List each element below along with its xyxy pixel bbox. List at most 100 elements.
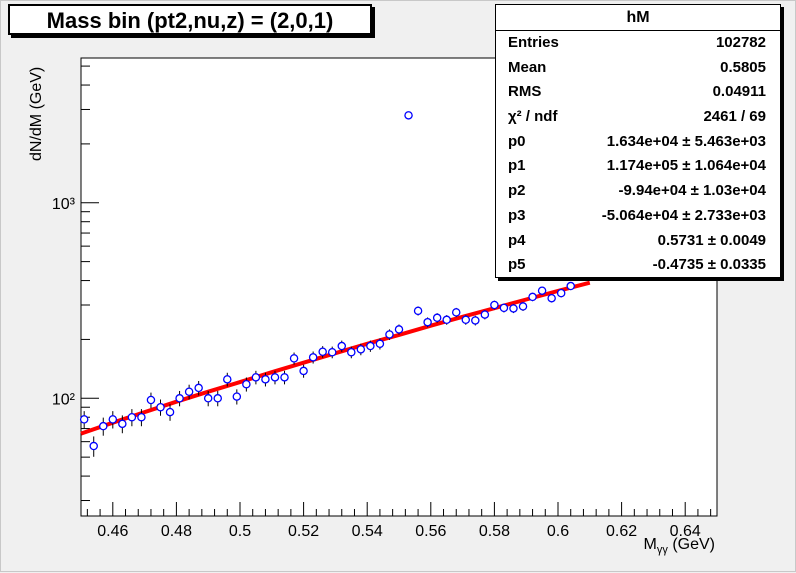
data-point: [194, 383, 203, 393]
data-point: [518, 302, 528, 311]
data-point: [203, 394, 213, 403]
title-box: Mass bin (pt2,nu,z) = (2,0,1): [8, 4, 372, 35]
stats-row: p0 1.634e+04 ± 5.463e+03: [496, 130, 780, 155]
x-tick-label: 0.54: [352, 523, 383, 540]
data-point: [175, 394, 184, 403]
data-point: [327, 347, 337, 357]
stats-value: 0.04911: [712, 83, 766, 101]
stats-key: p2: [508, 182, 526, 200]
data-point: [223, 375, 232, 384]
x-axis-label-unit: (GeV): [672, 536, 715, 553]
stats-key: p3: [508, 206, 526, 224]
stats-key: χ² / ndf: [508, 108, 558, 126]
stats-key: Mean: [508, 58, 547, 76]
stats-box: hM Entries 102782 Mean 0.5805 RMS 0.04911 χ² /…: [495, 4, 781, 278]
stats-key: p0: [508, 132, 526, 150]
data-point: [480, 310, 490, 319]
plot-title: Mass bin (pt2,nu,z) = (2,0,1): [46, 8, 334, 33]
data-point: [451, 308, 461, 317]
stats-value: 0.5805: [720, 58, 766, 76]
stats-key: p1: [508, 157, 526, 175]
stats-key: p5: [508, 256, 526, 274]
data-point: [356, 345, 366, 354]
stats-row: Mean 0.5805: [496, 56, 780, 81]
data-point: [509, 304, 518, 313]
stats-row: Entries 102782: [496, 31, 780, 56]
y-tick-label: 10²: [52, 391, 76, 408]
data-point: [156, 402, 165, 412]
stats-row: χ² / ndf 2461 / 69: [496, 105, 780, 130]
data-point: [137, 412, 146, 422]
data-point: [566, 281, 575, 291]
x-tick-label: 0.46: [97, 523, 128, 540]
data-point: [461, 315, 471, 325]
x-tick-label: 0.6: [547, 523, 569, 540]
x-axis-label-main: M: [643, 536, 657, 553]
data-point: [127, 412, 137, 422]
stats-value: -9.94e+04 ± 1.03e+04: [618, 182, 766, 200]
data-point: [213, 394, 222, 403]
data-point: [89, 441, 98, 451]
stats-rows: Entries 102782 Mean 0.5805 RMS 0.04911 χ² / nd…: [496, 31, 780, 278]
stats-key: RMS: [508, 83, 542, 101]
stats-value: 1.174e+05 ± 1.064e+04: [606, 157, 766, 175]
data-point: [366, 341, 375, 351]
data-point: [289, 354, 299, 363]
y-tick-label: 10³: [52, 196, 76, 213]
data-point: [251, 373, 261, 382]
data-point: [318, 347, 327, 356]
data-point: [394, 325, 404, 334]
stats-value: 2461 / 69: [703, 108, 766, 126]
stats-key: p4: [508, 231, 526, 249]
data-point: [347, 347, 356, 357]
data-point: [404, 111, 413, 120]
data-point: [308, 353, 318, 362]
data-point: [184, 387, 194, 396]
x-tick-label: 0.62: [606, 523, 637, 540]
stats-row: p3 -5.064e+04 ± 2.733e+03: [496, 204, 780, 229]
data-point: [270, 373, 280, 382]
x-tick-label: 0.64: [670, 523, 701, 540]
stats-value: -0.4735 ± 0.0335: [652, 256, 766, 274]
stats-value: -5.064e+04 ± 2.733e+03: [601, 206, 766, 224]
stats-row: p2 -9.94e+04 ± 1.03e+04: [496, 179, 780, 204]
data-point: [556, 288, 566, 298]
x-tick-label: 0.5: [229, 523, 251, 540]
data-point: [299, 366, 308, 376]
data-point: [537, 286, 547, 295]
data-point: [547, 293, 556, 303]
data-point: [165, 407, 175, 417]
data-point: [79, 415, 89, 424]
data-point: [242, 379, 251, 389]
stats-value: 102782: [715, 34, 766, 51]
x-axis-label-sub: γγ: [656, 544, 668, 557]
data-point: [490, 300, 499, 310]
data-point: [261, 375, 270, 384]
data-point: [118, 419, 127, 429]
x-tick-label: 0.56: [415, 523, 446, 540]
data-point: [280, 373, 289, 382]
data-point: [423, 317, 432, 327]
stats-key: Entries: [508, 34, 559, 51]
data-point: [337, 341, 347, 351]
data-point: [146, 395, 156, 405]
data-point: [108, 415, 118, 424]
stats-row: p1 1.174e+05 ± 1.064e+04: [496, 154, 780, 179]
data-point: [232, 392, 242, 401]
data-point: [375, 339, 385, 349]
x-tick-label: 0.52: [288, 523, 319, 540]
data-point: [528, 292, 537, 302]
x-tick-label: 0.58: [479, 523, 510, 540]
data-point: [471, 316, 480, 325]
stats-value: 0.5731 ± 0.0049: [657, 231, 766, 249]
x-tick-label: 0.48: [161, 523, 192, 540]
data-point: [99, 421, 108, 431]
stats-row: p5 -0.4735 ± 0.0335: [496, 253, 780, 278]
stats-row: RMS 0.04911: [496, 80, 780, 105]
data-point: [385, 330, 394, 339]
data-point: [499, 303, 509, 313]
y-axis-label-text: dN/dM (GeV): [28, 66, 45, 161]
data-point: [442, 315, 451, 325]
stats-name: hM: [496, 5, 780, 31]
